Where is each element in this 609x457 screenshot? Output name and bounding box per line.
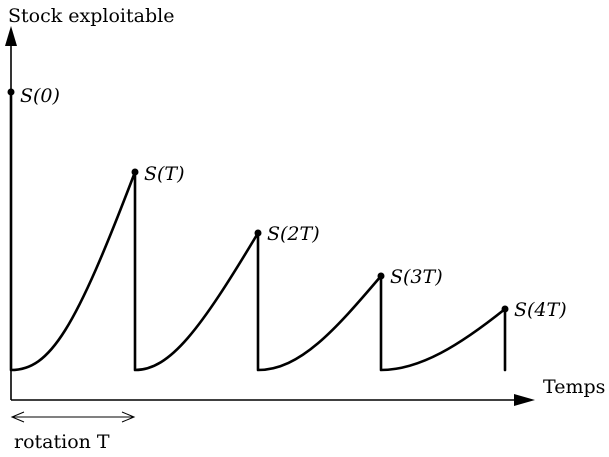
point-s0-marker	[7, 88, 15, 96]
point-s2t-label: S(2T)	[267, 223, 320, 245]
point-s0-label: S(0)	[20, 85, 60, 107]
point-s4t-marker	[501, 305, 509, 313]
rotation-arrow-right-head	[121, 411, 136, 423]
rotation-arrow-left-head	[10, 411, 25, 423]
x-axis-arrowhead	[514, 394, 535, 406]
point-s2t-marker	[254, 229, 262, 237]
point-st-marker	[131, 168, 139, 176]
point-s4t-label: S(4T)	[514, 299, 567, 321]
y-axis-label: Stock exploitable	[8, 5, 174, 27]
rotation-label: rotation T	[14, 431, 110, 453]
x-axis-label: Temps	[543, 376, 605, 398]
stock-curve	[9, 90, 507, 372]
y-axis-arrowhead	[5, 26, 17, 46]
point-s3t-label: S(3T)	[390, 266, 443, 288]
point-s3t-marker	[377, 272, 385, 280]
point-st-label: S(T)	[144, 163, 185, 185]
